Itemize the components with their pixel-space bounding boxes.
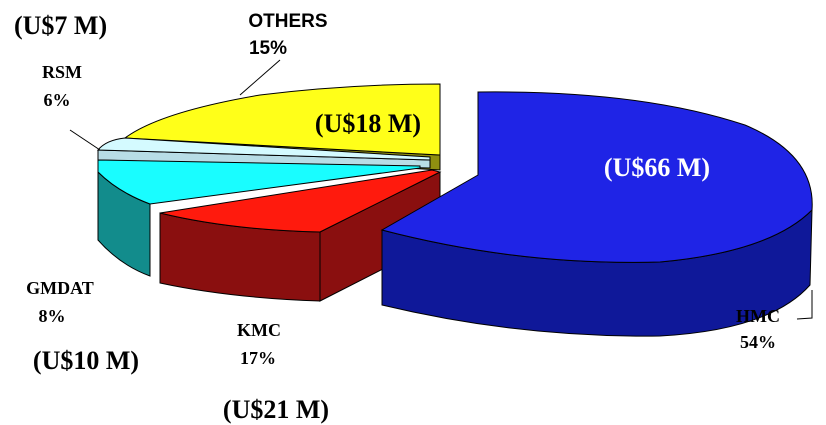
gmdat-amount-label: (U$10 M): [33, 346, 139, 375]
rsm-leader-line: [69, 129, 101, 151]
slice-others: [123, 83, 441, 156]
kmc-percent-label: 17%: [240, 348, 276, 368]
slice-rsm: [96, 137, 431, 161]
hmc-percent-label: 54%: [740, 332, 776, 352]
rsm-percent-label: 6%: [44, 90, 71, 110]
kmc-amount-label: (U$21 M): [223, 395, 329, 424]
slice-hmc: [380, 91, 813, 263]
slice-kmc: [159, 169, 442, 233]
others-name-label: OTHERS: [248, 11, 327, 32]
hmc-leader-line: [796, 290, 813, 320]
kmc-name-label: KMC: [237, 320, 281, 340]
others-percent-label: 15%: [249, 38, 287, 59]
hmc-name-label: HMC: [736, 306, 780, 326]
gmdat-name-label: GMDAT: [26, 278, 94, 298]
others-leader-line: [239, 59, 281, 96]
others-amount-label: (U$18 M): [315, 109, 421, 138]
slice-gmdat: [97, 159, 421, 205]
hmc-amount-label: (U$66 M): [604, 153, 710, 182]
gmdat-percent-label: 8%: [39, 306, 66, 326]
rsm-name-label: RSM: [42, 62, 82, 82]
rsm-amount-label: (U$7 M): [14, 11, 107, 40]
